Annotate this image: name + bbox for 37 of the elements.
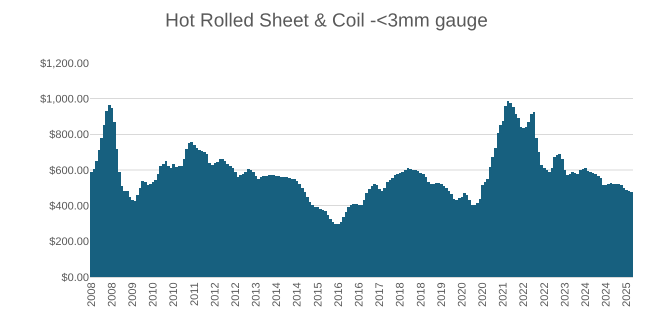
x-tick-label: 2022 (518, 282, 530, 307)
y-tick-label: $400.00 (49, 200, 89, 213)
x-tick-label: 2014 (292, 282, 304, 307)
x-tick-label: 2012 (230, 282, 242, 307)
x-tick-label: 2017 (374, 282, 386, 307)
y-tick-label: $200.00 (49, 236, 89, 248)
y-tick-label: $1,000.00 (40, 94, 89, 106)
chart-title: Hot Rolled Sheet & Coil -<3mm gauge (165, 10, 488, 32)
x-tick-label: 2020 (477, 282, 490, 307)
x-tick-label: 2010 (168, 282, 180, 307)
x-tick-label: 2014 (271, 282, 284, 307)
x-tick-label: 2008 (106, 282, 118, 307)
x-tick-label: 2018 (394, 282, 407, 307)
x-tick-label: 2020 (456, 282, 468, 307)
y-tick-label: $1,200.00 (40, 58, 89, 70)
x-tick-label: 2011 (188, 282, 201, 306)
bar (90, 172, 93, 277)
x-tick-label: 2022 (538, 282, 551, 307)
x-tick-label: 2021 (498, 282, 510, 307)
y-tick-label: $0.00 (61, 272, 89, 284)
x-tick-label: 2010 (148, 282, 160, 307)
x-tick-label: 2024 (580, 282, 592, 307)
x-tick-label: 2025 (621, 282, 634, 307)
x-tick-label: 2008 (86, 282, 98, 307)
x-tick-label: 2016 (354, 282, 366, 307)
x-tick-label: 2018 (415, 282, 428, 307)
y-tick-label: $600.00 (49, 164, 89, 177)
x-tick-label: 2023 (559, 282, 572, 307)
x-tick-label: 2013 (250, 282, 263, 307)
x-tick-label: 2024 (600, 282, 613, 307)
x-tick-label: 2009 (127, 282, 140, 307)
x-tick-label: 2019 (436, 282, 448, 307)
x-tick-label: 2016 (332, 282, 345, 307)
bar (630, 192, 633, 277)
x-tick-label: 2015 (312, 282, 324, 307)
y-tick-label: $800.00 (49, 129, 89, 142)
x-tick-label: 2012 (209, 282, 222, 307)
